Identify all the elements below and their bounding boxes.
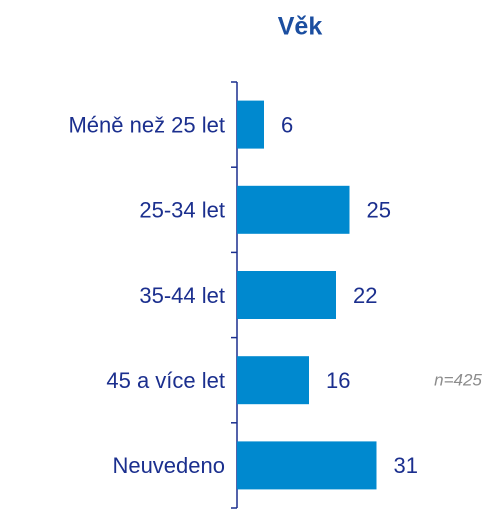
value-label: 22: [353, 283, 377, 308]
bar: [237, 441, 377, 490]
value-label: 25: [367, 198, 391, 223]
value-label: 16: [326, 368, 350, 393]
bar: [237, 356, 309, 405]
value-label: 31: [394, 453, 418, 478]
bar: [237, 100, 264, 149]
chart-title: Věk: [278, 13, 323, 41]
annotation: n=425: [434, 370, 482, 389]
bar: [237, 185, 350, 234]
category-label: 35-44 let: [139, 283, 225, 308]
category-label: Méně než 25 let: [68, 112, 225, 137]
category-label: Neuvedeno: [112, 453, 225, 478]
category-label: 45 a více let: [106, 368, 225, 393]
category-label: 25-34 let: [139, 198, 225, 223]
bar: [237, 271, 336, 319]
value-label: 6: [281, 112, 293, 137]
